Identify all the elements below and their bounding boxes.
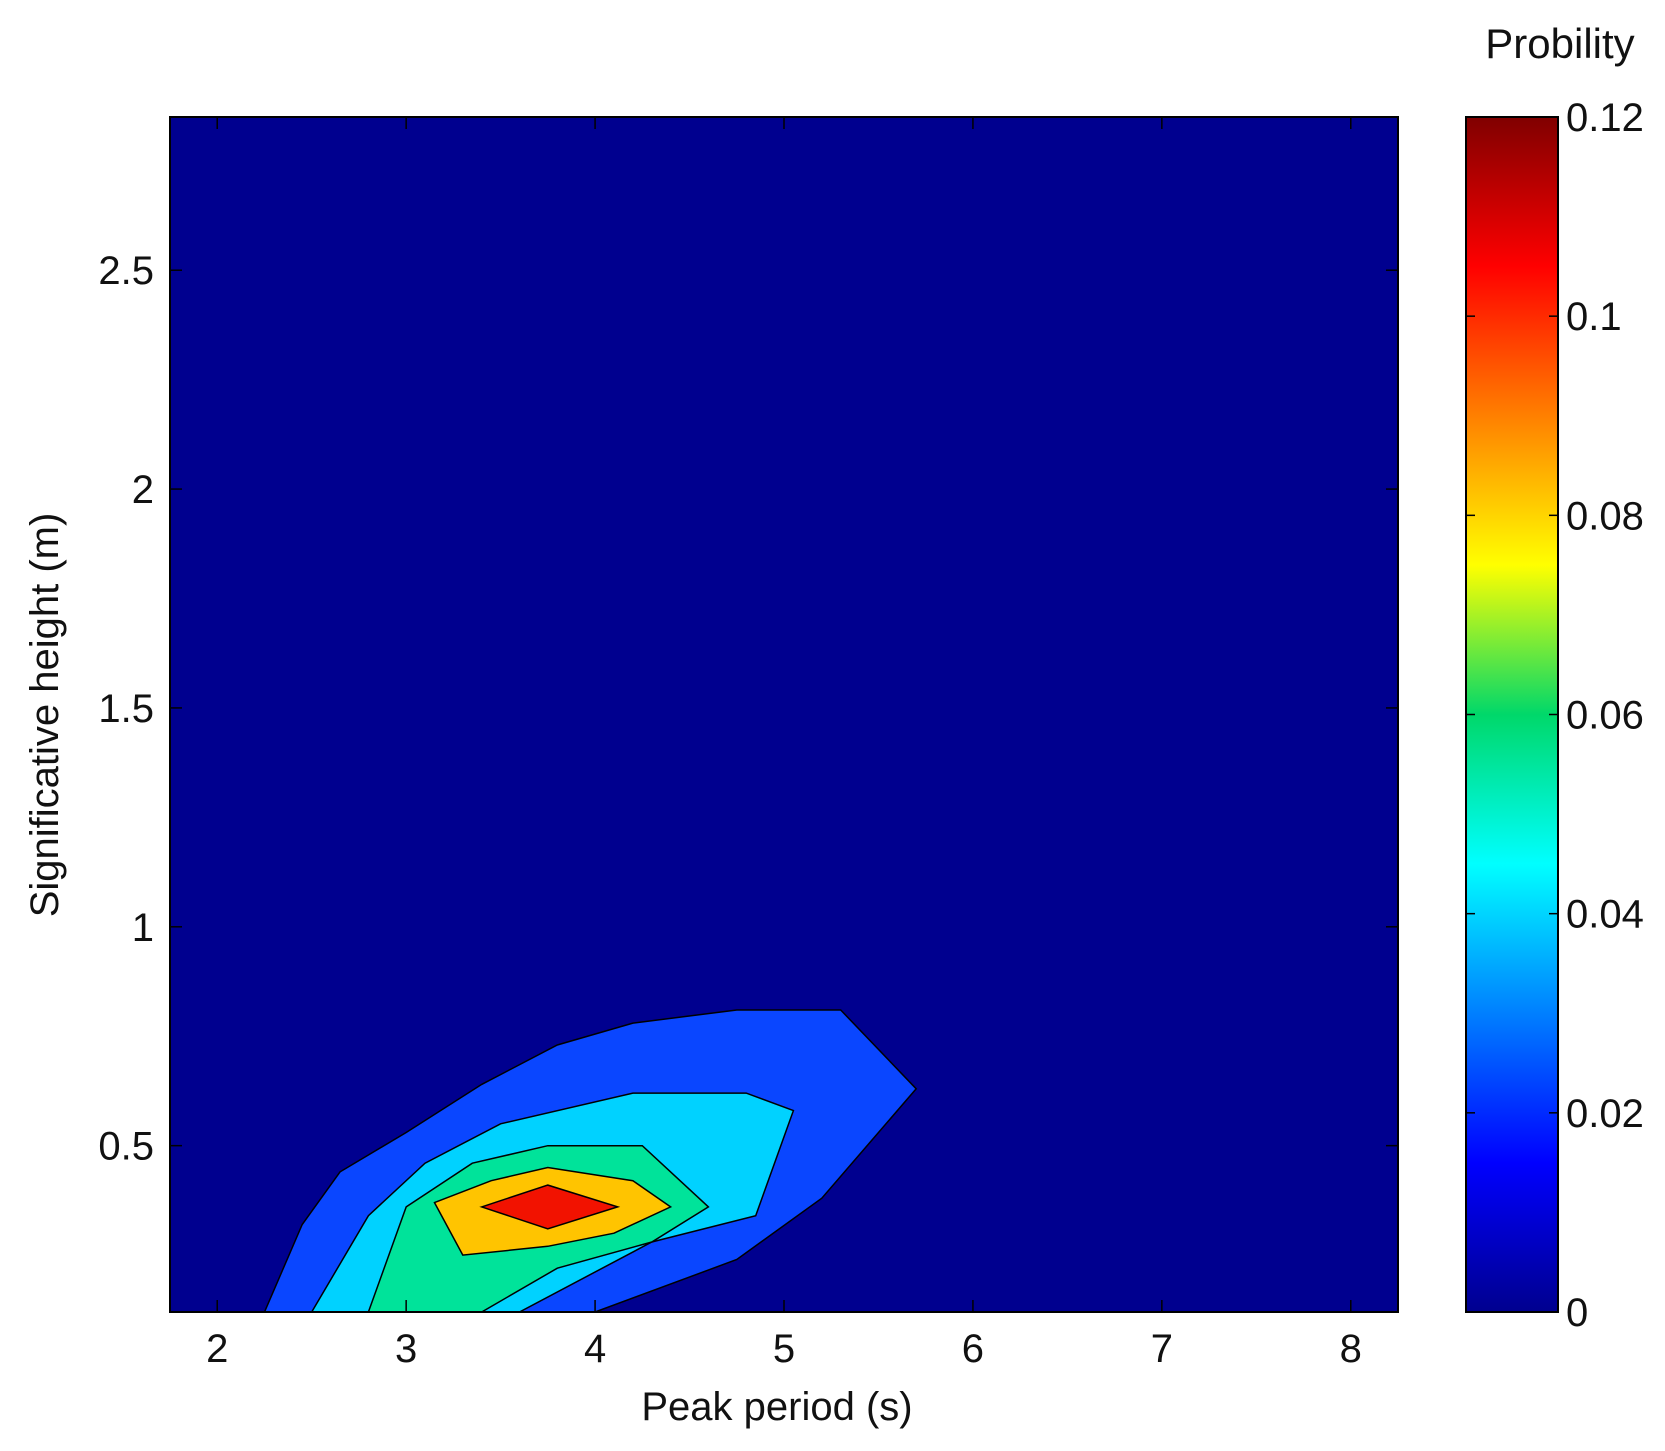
x-tick-label: 8 (1340, 1327, 1362, 1371)
x-tick-label: 5 (773, 1327, 795, 1371)
colorbar-tick-label: 0.1 (1566, 295, 1622, 339)
colorbar-tick-label: 0 (1566, 1291, 1588, 1335)
y-tick-label: 1 (132, 906, 154, 950)
x-axis-ticks: 2 3 4 5 6 7 8 (206, 117, 1362, 1371)
colorbar-tick-label: 0.12 (1566, 96, 1644, 140)
colorbar-tick-label: 0.08 (1566, 494, 1644, 538)
x-tick-label: 7 (1151, 1327, 1173, 1371)
contour-layers (263, 1009, 918, 1312)
colorbar-tick-label: 0.04 (1566, 893, 1644, 937)
y-axis-ticks: 0.5 1 1.5 2 2.5 (98, 249, 1398, 1169)
x-tick-label: 2 (206, 1327, 228, 1371)
colorbar (1465, 116, 1559, 1313)
y-tick-label: 1.5 (98, 687, 154, 731)
x-tick-label: 3 (395, 1327, 417, 1371)
y-axis-label: Significative height (m) (23, 513, 67, 918)
y-tick-label: 0.5 (98, 1125, 154, 1169)
contour-band-0_1 (479, 1184, 621, 1230)
colorbar-tick-label: 0.06 (1566, 694, 1644, 738)
colorbar-ticks: 0 0.02 0.04 0.06 0.08 0.1 0.12 (1466, 96, 1644, 1335)
y-tick-label: 2.5 (98, 249, 154, 293)
x-axis-label: Peak period (s) (641, 1385, 912, 1429)
colorbar-title: Probility (1485, 20, 1634, 67)
colorbar-tick-label: 0.02 (1566, 1092, 1644, 1136)
x-tick-label: 4 (584, 1327, 606, 1371)
x-tick-label: 6 (962, 1327, 984, 1371)
y-tick-label: 2 (132, 468, 154, 512)
